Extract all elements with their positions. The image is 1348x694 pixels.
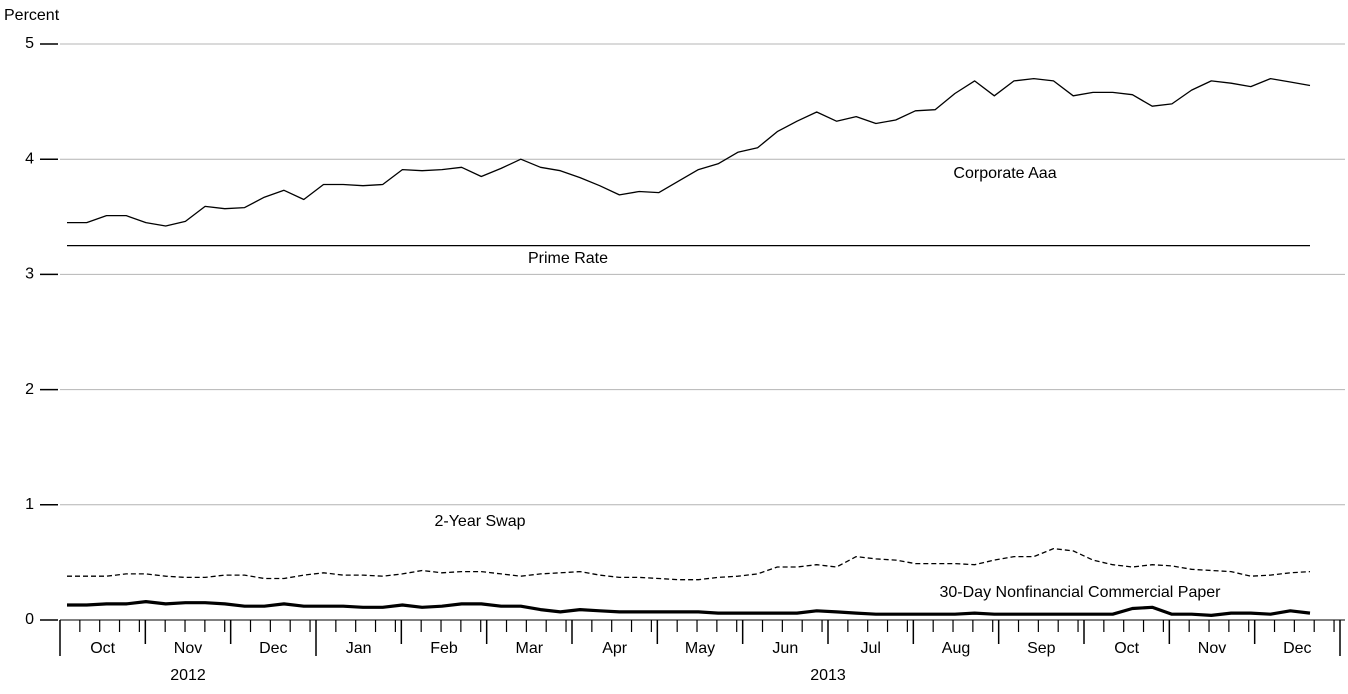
x-tick-label: Oct bbox=[90, 640, 115, 657]
x-tick-label: Dec bbox=[1283, 640, 1311, 657]
x-tick-label: Nov bbox=[1198, 640, 1226, 657]
x-tick-label: Sep bbox=[1027, 640, 1056, 657]
year-label: 2012 bbox=[170, 667, 206, 684]
x-tick-label: Aug bbox=[942, 640, 970, 657]
y-tick-label: 0 bbox=[25, 611, 34, 628]
y-tick-label: 3 bbox=[25, 266, 34, 283]
series-label: Corporate Aaa bbox=[953, 165, 1056, 182]
y-axis-label: Percent bbox=[4, 7, 60, 24]
year-label: 2013 bbox=[810, 667, 846, 684]
x-tick-label: Nov bbox=[174, 640, 202, 657]
x-tick-label: Mar bbox=[516, 640, 544, 657]
y-tick-label: 5 bbox=[25, 35, 34, 52]
x-tick-label: Jul bbox=[860, 640, 880, 657]
y-tick-label: 1 bbox=[25, 496, 34, 513]
x-tick-label: May bbox=[685, 640, 715, 657]
series-line bbox=[67, 600, 1311, 617]
x-tick-label: Jun bbox=[772, 640, 798, 657]
series-label: 2-Year Swap bbox=[434, 513, 525, 530]
x-tick-label: Apr bbox=[602, 640, 628, 657]
x-tick-label: Feb bbox=[430, 640, 458, 657]
x-tick-label: Jan bbox=[346, 640, 372, 657]
series-label: 30-Day Nonfinancial Commercial Paper bbox=[939, 584, 1221, 601]
x-tick-label: Dec bbox=[259, 640, 287, 657]
y-tick-label: 2 bbox=[25, 381, 34, 398]
series-label: Prime Rate bbox=[528, 250, 608, 267]
x-tick-label: Oct bbox=[1114, 640, 1139, 657]
series-line bbox=[67, 547, 1311, 581]
y-tick-label: 4 bbox=[25, 150, 34, 167]
series-line bbox=[67, 77, 1311, 227]
